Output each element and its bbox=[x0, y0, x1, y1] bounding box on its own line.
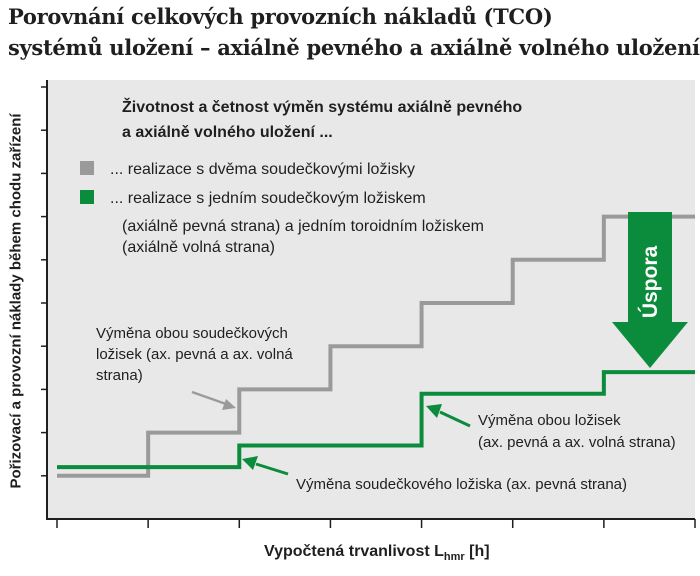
annotation-single-replacement: Výměna soudečkového ložiska (ax. pevná s… bbox=[296, 476, 627, 493]
legend-label-grey: ... realizace s dvěma soudečkovými ložis… bbox=[110, 161, 415, 178]
annotation-single-arrow bbox=[242, 456, 289, 476]
annotation-grey-replacement-line2: ložisek (ax. pevná a ax. volná bbox=[96, 346, 293, 363]
annotation-grey-replacement-line1: Výměna obou soudečkových bbox=[96, 325, 288, 342]
x-axis-label-main: Vypočtená trvanlivost L bbox=[264, 543, 444, 560]
x-axis-label: Vypočtená trvanlivost Lhmr [h] bbox=[264, 543, 490, 563]
legend-swatch-grey bbox=[80, 161, 94, 175]
annotation-grey-replacement-line3: strana) bbox=[96, 367, 143, 384]
series-line-grey bbox=[57, 214, 695, 478]
x-ticks bbox=[56, 519, 696, 528]
y-ticks bbox=[41, 86, 47, 477]
chart-title-line1: Porovnání celkových provozních nákladů (… bbox=[8, 4, 553, 29]
annotation-both-arrow bbox=[426, 404, 471, 428]
y-axis-label: Pořizovací a provozní náklady během chod… bbox=[7, 113, 25, 489]
legend-label-green-line1: ... realizace s jedním soudečkovým ložis… bbox=[110, 190, 426, 207]
annotation-both-replacement-line2: (ax. pevná a ax. volná strana) bbox=[478, 434, 676, 451]
savings-arrow-shape bbox=[612, 212, 688, 368]
plot-background bbox=[47, 80, 695, 518]
legend-label-green-line2: (axiálně pevná strana) a jedním toroidní… bbox=[122, 218, 484, 235]
annotation-grey-arrow bbox=[191, 390, 236, 410]
chart-title-line2: systémů uložení – axiálně pevného a axiá… bbox=[8, 35, 700, 60]
savings-arrow-label: Úspora bbox=[638, 246, 662, 319]
legend-label-green-line3: (axiálně volná strana) bbox=[122, 239, 275, 256]
legend-title-line1: Životnost a četnost výměn systému axiáln… bbox=[122, 97, 522, 116]
annotation-both-replacement-line1: Výměna obou ložisek bbox=[478, 412, 621, 429]
legend-title-line2: a axiálně volného uložení ... bbox=[122, 124, 333, 141]
series-line-green bbox=[57, 370, 695, 470]
legend-swatch-green bbox=[80, 190, 94, 204]
x-axis-label-subscript: hmr bbox=[443, 551, 465, 563]
y-axis-label-wrap: Pořizovací a provozní náklady během chod… bbox=[2, 78, 30, 524]
savings-arrow: Úspora bbox=[612, 212, 688, 368]
x-axis-label-unit: [h] bbox=[469, 543, 490, 560]
